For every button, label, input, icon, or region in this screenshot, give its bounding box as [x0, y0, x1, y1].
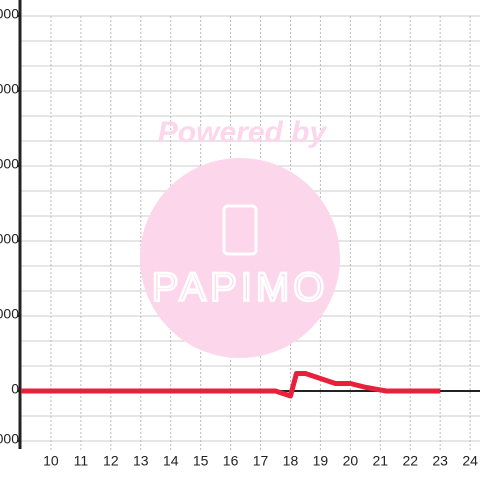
y-tick-label: 30,000: [0, 306, 19, 322]
x-tick-label: 24: [462, 453, 478, 469]
data-line: [21, 371, 441, 399]
x-tick-label: 18: [283, 453, 299, 469]
x-tick-label: 20: [343, 453, 359, 469]
x-tick-label: 22: [402, 453, 418, 469]
y-tick-label: 150,000: [0, 6, 19, 22]
y-tick-label: -20,000: [0, 431, 19, 447]
x-tick-label: 16: [223, 453, 239, 469]
x-tick-label: 17: [253, 453, 269, 469]
watermark-icon: [222, 204, 258, 256]
x-tick-label: 10: [43, 453, 59, 469]
x-tick-label: 21: [373, 453, 389, 469]
x-tick-label: 14: [163, 453, 179, 469]
x-tick-label: 12: [103, 453, 119, 469]
y-tick-label: 0: [11, 381, 19, 397]
y-tick-label: 60,000: [0, 231, 19, 247]
x-tick-label: 19: [313, 453, 329, 469]
x-tick-label: 13: [133, 453, 149, 469]
x-tick-label: 11: [74, 453, 89, 469]
x-tick-label: 15: [193, 453, 209, 469]
watermark-circle: [140, 158, 340, 358]
watermark-top: Powered by: [158, 116, 328, 149]
watermark-bottom: PAPIMO: [152, 266, 329, 310]
y-tick-label: 90,000: [0, 156, 19, 172]
y-tick-label: 120,000: [0, 81, 19, 97]
x-tick-label: 23: [432, 453, 448, 469]
